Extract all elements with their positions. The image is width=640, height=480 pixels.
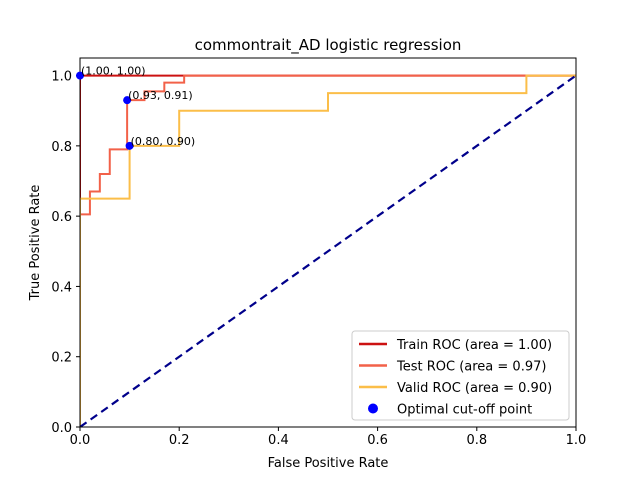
x-tick-label: 0.2 — [169, 433, 190, 448]
y-tick-label: 0.4 — [51, 280, 72, 295]
optimal-point-label-2: (0.93, 0.91) — [128, 89, 193, 102]
optimal-point-1 — [76, 71, 84, 80]
plot-frame — [79, 57, 577, 428]
x-tick-label: 0.0 — [70, 433, 91, 448]
roc-line-3 — [80, 74, 576, 427]
legend: Train ROC (area = 1.00) Test ROC (area = … — [351, 330, 570, 421]
y-tick-label: 0.0 — [51, 421, 72, 436]
legend-swatch-4 — [368, 403, 378, 414]
x-tick-label: 0.8 — [466, 433, 487, 448]
plot-area — [80, 74, 576, 427]
y-tick-label: 1.0 — [51, 70, 72, 85]
x-tick-label: 0.6 — [367, 433, 388, 448]
optimal-point-label-3: (0.80, 0.90) — [131, 135, 196, 148]
y-tick-label: 0.6 — [51, 210, 72, 225]
optimal-point-2 — [123, 96, 132, 105]
legend-label-4: Optimal cut-off point — [397, 403, 532, 418]
x-axis-label: False Positive Rate — [268, 456, 389, 471]
x-tick-label: 0.4 — [268, 433, 289, 448]
y-tick-label: 0.8 — [51, 140, 72, 155]
x-tick-label: 1.0 — [566, 433, 587, 448]
chance-diagonal-line — [80, 74, 576, 427]
legend-box — [351, 330, 570, 421]
legend-label-2: Test ROC (area = 0.97) — [396, 360, 546, 375]
legend-label-1: Train ROC (area = 1.00) — [396, 338, 552, 353]
axis-ticks: 0.0 0.2 0.4 0.6 0.8 1.0 0.0 0.2 0.4 0.6 0.8 1.0 — [51, 70, 586, 448]
y-axis-label: True Positive Rate — [28, 185, 43, 302]
chart-title: commontrait_AD logistic regression — [195, 36, 462, 55]
optimal-point-3 — [125, 141, 134, 150]
optimal-point-label-1: (1.00, 1.00) — [81, 65, 146, 78]
y-tick-label: 0.2 — [51, 351, 72, 366]
optimal-points: (1.00, 1.00) (0.93, 0.91) (0.80, 0.90) — [76, 65, 195, 150]
legend-label-3: Valid ROC (area = 0.90) — [397, 381, 552, 396]
